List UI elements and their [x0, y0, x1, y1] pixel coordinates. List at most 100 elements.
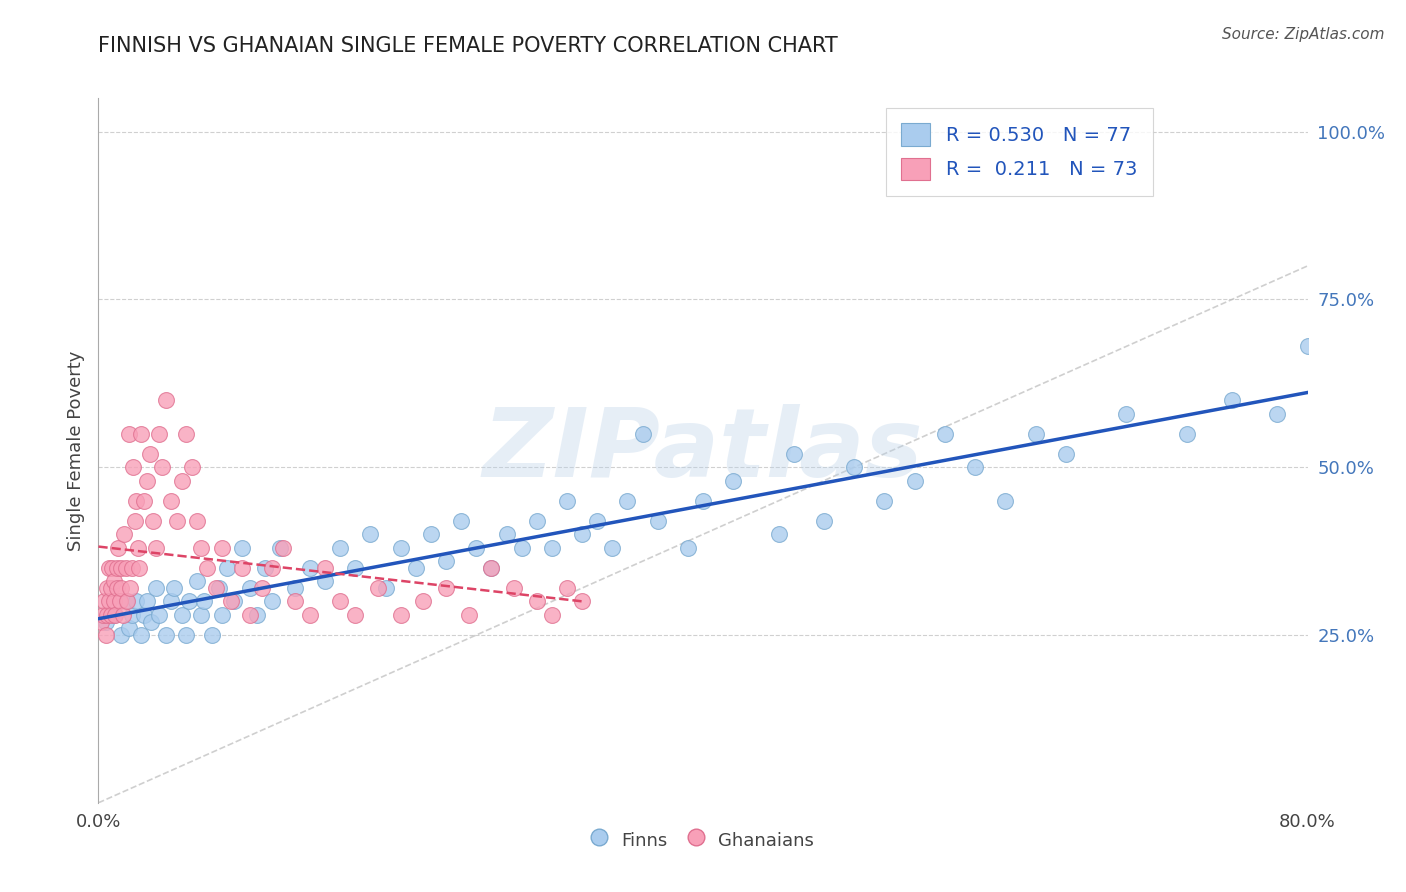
Point	[103, 574, 125, 589]
Point	[145, 581, 167, 595]
Point	[174, 426, 197, 441]
Point	[201, 628, 224, 642]
Point	[148, 607, 170, 622]
Point	[208, 581, 231, 595]
Point	[141, 615, 163, 629]
Y-axis label: Single Female Poverty: Single Female Poverty	[66, 351, 84, 550]
Point	[239, 581, 262, 595]
Point	[128, 561, 150, 575]
Point	[571, 527, 593, 541]
Legend: Finns, Ghanaians: Finns, Ghanaians	[585, 822, 821, 857]
Point	[186, 514, 208, 528]
Point	[114, 561, 136, 575]
Text: ZIPatlas: ZIPatlas	[482, 404, 924, 497]
Point	[481, 561, 503, 575]
Point	[783, 447, 806, 461]
Point	[1024, 426, 1046, 441]
Point	[100, 581, 122, 595]
Point	[93, 594, 115, 608]
Point	[215, 561, 238, 575]
Point	[135, 474, 157, 488]
Point	[186, 574, 208, 589]
Point	[1296, 339, 1319, 353]
Point	[412, 594, 434, 608]
Point	[114, 594, 136, 608]
Point	[224, 594, 246, 608]
Point	[135, 594, 157, 608]
Point	[120, 581, 142, 595]
Point	[231, 561, 253, 575]
Point	[170, 474, 193, 488]
Point	[110, 628, 132, 642]
Point	[125, 493, 148, 508]
Point	[271, 541, 294, 555]
Point	[1175, 426, 1198, 441]
Point	[105, 581, 128, 595]
Point	[904, 474, 927, 488]
Point	[193, 594, 215, 608]
Point	[374, 581, 396, 595]
Point	[253, 561, 276, 575]
Point	[1220, 393, 1243, 408]
Point	[329, 541, 352, 555]
Point	[284, 594, 307, 608]
Point	[211, 607, 233, 622]
Point	[118, 621, 141, 635]
Point	[768, 527, 790, 541]
Point	[616, 493, 638, 508]
Point	[163, 581, 186, 595]
Point	[873, 493, 896, 508]
Point	[111, 607, 134, 622]
Point	[314, 561, 336, 575]
Text: Source: ZipAtlas.com: Source: ZipAtlas.com	[1222, 27, 1385, 42]
Point	[262, 594, 284, 608]
Point	[125, 594, 148, 608]
Point	[115, 594, 138, 608]
Point	[96, 607, 118, 622]
Point	[103, 607, 125, 622]
Point	[934, 426, 956, 441]
Point	[844, 460, 866, 475]
Point	[121, 607, 143, 622]
Point	[205, 581, 228, 595]
Point	[420, 527, 443, 541]
Point	[108, 594, 131, 608]
Point	[98, 561, 121, 575]
Point	[211, 541, 233, 555]
Point	[179, 594, 201, 608]
Point	[142, 514, 165, 528]
Point	[299, 561, 322, 575]
Point	[132, 607, 155, 622]
Point	[132, 493, 155, 508]
Point	[122, 460, 145, 475]
Point	[284, 581, 307, 595]
Point	[127, 541, 149, 555]
Point	[314, 574, 336, 589]
Point	[96, 581, 118, 595]
Point	[994, 493, 1017, 508]
Point	[160, 594, 183, 608]
Point	[148, 426, 170, 441]
Point	[118, 426, 141, 441]
Point	[221, 594, 243, 608]
Point	[100, 607, 122, 622]
Point	[1267, 407, 1289, 421]
Point	[586, 514, 609, 528]
Point	[90, 615, 112, 629]
Point	[526, 594, 548, 608]
Point	[181, 460, 204, 475]
Point	[723, 474, 745, 488]
Point	[344, 607, 367, 622]
Point	[145, 541, 167, 555]
Point	[112, 527, 135, 541]
Point	[526, 514, 548, 528]
Point	[434, 554, 457, 568]
Point	[105, 561, 128, 575]
Point	[555, 581, 578, 595]
Point	[540, 541, 562, 555]
Point	[91, 607, 114, 622]
Point	[367, 581, 389, 595]
Point	[405, 561, 427, 575]
Point	[540, 607, 562, 622]
Point	[647, 514, 669, 528]
